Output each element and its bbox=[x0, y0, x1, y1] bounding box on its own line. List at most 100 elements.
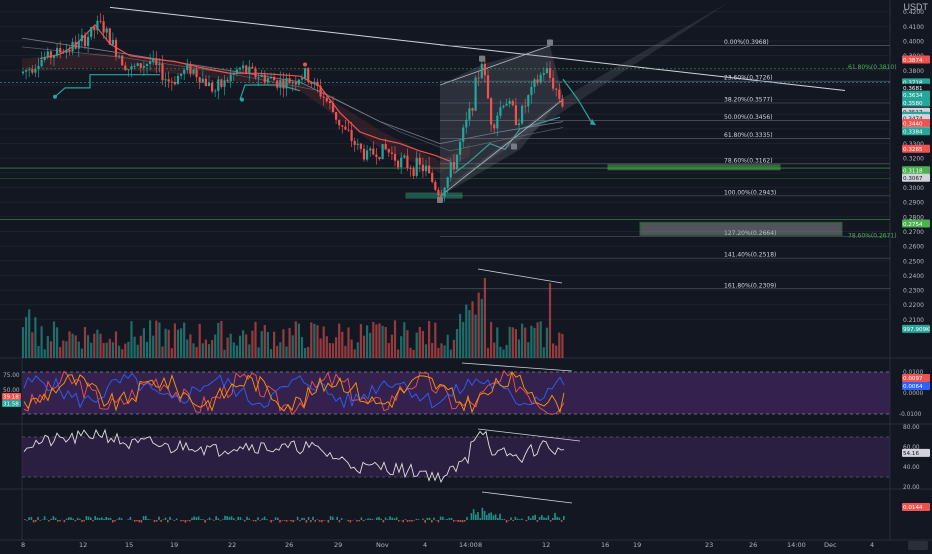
volume-bar bbox=[109, 339, 111, 358]
stoch-badge-label: 0.0097 bbox=[903, 376, 923, 382]
macd-hist-bar bbox=[545, 518, 547, 520]
macd-hist-bar bbox=[449, 518, 451, 520]
time-axis-label: 16 bbox=[601, 541, 609, 549]
macd-hist-bar bbox=[154, 520, 156, 522]
candle-body bbox=[530, 87, 532, 95]
volume-bar bbox=[34, 317, 36, 358]
volume-bar bbox=[199, 324, 201, 358]
macd-hist-bar bbox=[510, 517, 512, 520]
macd-hist-bar bbox=[81, 520, 83, 522]
time-axis-label: 4 bbox=[423, 541, 427, 549]
candle-body bbox=[214, 91, 216, 92]
volume-bar bbox=[409, 348, 411, 358]
macd-hist-bar bbox=[493, 515, 495, 520]
volume-bar bbox=[354, 349, 356, 358]
macd-hist-bar bbox=[396, 517, 398, 520]
volume-bar bbox=[546, 328, 548, 358]
macd-hist-bar bbox=[53, 516, 55, 520]
candle-body bbox=[304, 68, 306, 78]
volume-bar bbox=[372, 322, 374, 358]
candle-body bbox=[481, 64, 483, 78]
candle-body bbox=[28, 69, 30, 70]
macd-hist-bar bbox=[130, 517, 132, 520]
volume-bar bbox=[363, 336, 365, 358]
volume-bar bbox=[304, 348, 306, 358]
volume-bar bbox=[369, 333, 371, 358]
macd-hist-bar bbox=[504, 519, 506, 520]
price-badge-label: 0.3384 bbox=[903, 130, 923, 136]
volume-bar bbox=[360, 324, 362, 358]
macd-hist-bar bbox=[416, 519, 418, 520]
candle-body bbox=[552, 78, 554, 89]
volume-bar bbox=[406, 330, 408, 358]
volume-bar bbox=[65, 341, 67, 358]
macd-hist-bar bbox=[367, 518, 369, 520]
volume-bar bbox=[171, 348, 173, 358]
volume-bar bbox=[282, 329, 284, 358]
candle-body bbox=[220, 79, 222, 86]
macd-hist-bar bbox=[418, 519, 420, 520]
candle-body bbox=[301, 78, 303, 79]
candle-body bbox=[180, 74, 182, 76]
fib-level-label: 100.00%(0.2943) bbox=[724, 189, 776, 196]
macd-hist-bar bbox=[79, 519, 81, 520]
candle-body bbox=[323, 97, 325, 98]
macd-hist-bar bbox=[264, 517, 266, 520]
volume-bar bbox=[316, 325, 318, 358]
volume-bar bbox=[99, 334, 101, 358]
settings-button[interactable] bbox=[908, 541, 928, 550]
price-tick-label: 0.2500 bbox=[903, 258, 924, 265]
candle-body bbox=[391, 153, 393, 154]
volume-bar bbox=[437, 348, 439, 358]
macd-hist-bar bbox=[121, 518, 123, 520]
macd-hist-bar bbox=[246, 517, 248, 520]
macd-hist-bar bbox=[431, 520, 433, 522]
macd-hist-bar bbox=[314, 520, 316, 522]
candle-body bbox=[332, 103, 334, 112]
volume-bar bbox=[378, 323, 380, 358]
volume-bar bbox=[25, 317, 27, 358]
candle-body bbox=[561, 99, 563, 107]
macd-hist-bar bbox=[323, 520, 325, 521]
macd-hist-bar bbox=[83, 520, 85, 521]
volume-bar bbox=[434, 323, 436, 358]
macd-hist-bar bbox=[539, 517, 541, 520]
macd-hist-bar bbox=[147, 519, 149, 520]
macd-hist-bar bbox=[497, 518, 499, 520]
volume-bar bbox=[540, 321, 542, 358]
price-tick-label: 0.3800 bbox=[903, 68, 924, 75]
volume-bar bbox=[106, 343, 108, 358]
price-badge-label: 0.3118 bbox=[903, 169, 923, 175]
macd-hist-bar bbox=[35, 520, 37, 522]
volume-bar bbox=[155, 321, 157, 358]
macd-hist-bar bbox=[86, 516, 88, 520]
candle-body bbox=[490, 98, 492, 124]
macd-hist-bar bbox=[515, 517, 517, 520]
macd-hist-bar bbox=[39, 520, 41, 521]
macd-hist-bar bbox=[422, 519, 424, 520]
time-axis-label: 19 bbox=[170, 541, 178, 549]
macd-hist-bar bbox=[182, 520, 184, 521]
macd-hist-bar bbox=[462, 520, 464, 522]
macd-hist-bar bbox=[92, 520, 94, 521]
price-tick-label: 0.2100 bbox=[903, 317, 924, 324]
macd-hist-bar bbox=[108, 518, 110, 520]
macd-hist-bar bbox=[336, 517, 338, 520]
macd-hist-bar bbox=[75, 520, 77, 521]
candle-body bbox=[53, 56, 55, 58]
candle-body bbox=[258, 77, 260, 78]
macd-hist-bar bbox=[363, 520, 365, 521]
volume-bar bbox=[273, 332, 275, 358]
stoch-left-badge-label: 39.18 bbox=[3, 395, 19, 401]
macd-hist-bar bbox=[526, 520, 528, 521]
macd-hist-bar bbox=[191, 518, 193, 520]
candle-body bbox=[326, 98, 328, 101]
volume-bar bbox=[400, 336, 402, 358]
macd-hist-bar bbox=[165, 518, 167, 520]
macd-hist-bar bbox=[517, 519, 519, 520]
fib-zone-278 bbox=[640, 222, 842, 235]
volume-bar bbox=[502, 350, 504, 358]
macd-hist-bar bbox=[90, 518, 92, 520]
